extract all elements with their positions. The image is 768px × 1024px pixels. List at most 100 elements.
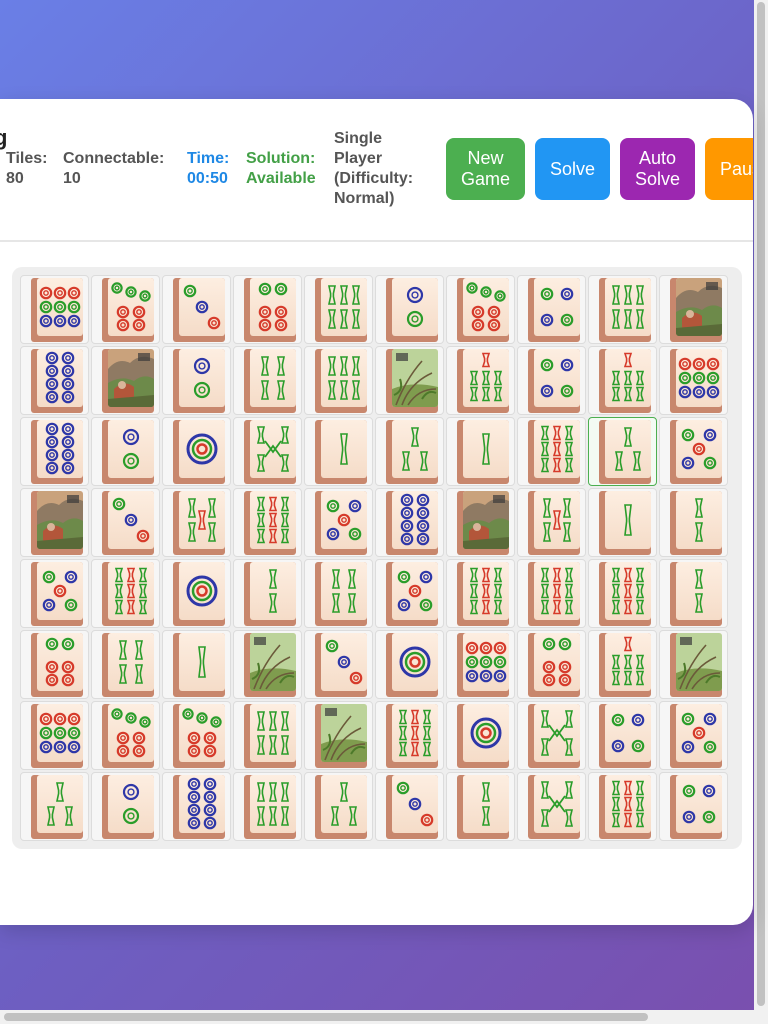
vertical-scrollbar[interactable] bbox=[754, 0, 768, 1010]
tile-cell[interactable] bbox=[162, 559, 231, 628]
mahjong-tile-bamboo-6[interactable] bbox=[315, 278, 367, 342]
tile-cell[interactable] bbox=[446, 559, 515, 628]
mahjong-tile-dots-7[interactable] bbox=[102, 704, 154, 768]
tile-cell[interactable] bbox=[588, 488, 657, 557]
mahjong-tile-dots-2[interactable] bbox=[102, 775, 154, 839]
tile-cell[interactable] bbox=[588, 630, 657, 699]
mahjong-tile-dots-4[interactable] bbox=[528, 278, 580, 342]
mahjong-tile-dots-5[interactable] bbox=[31, 562, 83, 626]
mahjong-tile-flower-picture[interactable] bbox=[386, 349, 438, 413]
tile-cell[interactable] bbox=[20, 346, 89, 415]
tile-cell[interactable] bbox=[233, 559, 302, 628]
tile-cell[interactable] bbox=[233, 275, 302, 344]
tile-cell[interactable] bbox=[233, 701, 302, 770]
mahjong-tile-bamboo-2[interactable] bbox=[457, 775, 509, 839]
mahjong-tile-bamboo-8[interactable] bbox=[528, 775, 580, 839]
mahjong-tile-bamboo-9[interactable] bbox=[457, 562, 509, 626]
mahjong-tile-bamboo-9[interactable] bbox=[528, 562, 580, 626]
solve-button[interactable]: Solve bbox=[535, 138, 610, 200]
tile-cell[interactable] bbox=[162, 275, 231, 344]
horizontal-scrollbar[interactable] bbox=[0, 1010, 768, 1024]
mahjong-tile-bamboo-4[interactable] bbox=[102, 633, 154, 697]
mahjong-tile-dots-6[interactable] bbox=[528, 633, 580, 697]
mahjong-tile-dots-5[interactable] bbox=[670, 704, 722, 768]
mahjong-tile-dots-8[interactable] bbox=[173, 775, 225, 839]
tile-cell[interactable] bbox=[517, 417, 586, 486]
mahjong-tile-bamboo-8[interactable] bbox=[528, 704, 580, 768]
tile-cell[interactable] bbox=[304, 559, 373, 628]
mahjong-tile-dots-9[interactable] bbox=[31, 278, 83, 342]
mahjong-tile-dots-3[interactable] bbox=[386, 775, 438, 839]
mahjong-tile-bamboo-3[interactable] bbox=[386, 420, 438, 484]
mahjong-tile-dots-2[interactable] bbox=[173, 349, 225, 413]
mahjong-tile-bamboo-2[interactable] bbox=[670, 491, 722, 555]
tile-cell[interactable] bbox=[304, 772, 373, 841]
vertical-scrollbar-thumb[interactable] bbox=[757, 2, 765, 1006]
tile-cell[interactable] bbox=[517, 701, 586, 770]
tile-cell[interactable] bbox=[375, 772, 444, 841]
tile-cell[interactable] bbox=[304, 417, 373, 486]
mahjong-tile-dots-7[interactable] bbox=[457, 278, 509, 342]
tile-cell[interactable] bbox=[91, 772, 160, 841]
tile-cell[interactable] bbox=[162, 488, 231, 557]
tile-cell[interactable] bbox=[162, 346, 231, 415]
mahjong-tile-bamboo-9[interactable] bbox=[386, 704, 438, 768]
tile-cell[interactable] bbox=[91, 630, 160, 699]
mahjong-tile-bamboo-1[interactable] bbox=[457, 420, 509, 484]
tile-cell[interactable] bbox=[20, 559, 89, 628]
mahjong-tile-dots-3[interactable] bbox=[173, 278, 225, 342]
mahjong-tile-bamboo-6[interactable] bbox=[315, 349, 367, 413]
tile-cell[interactable] bbox=[517, 630, 586, 699]
mahjong-tile-dots-1[interactable] bbox=[173, 420, 225, 484]
tile-cell[interactable] bbox=[20, 417, 89, 486]
mahjong-tile-dots-9[interactable] bbox=[670, 349, 722, 413]
mahjong-tile-bamboo-2[interactable] bbox=[244, 562, 296, 626]
tile-cell[interactable] bbox=[588, 772, 657, 841]
tile-cell[interactable] bbox=[20, 630, 89, 699]
mahjong-tile-bamboo-8[interactable] bbox=[244, 420, 296, 484]
mahjong-tile-flower-picture[interactable] bbox=[670, 633, 722, 697]
mahjong-tile-bamboo-3[interactable] bbox=[31, 775, 83, 839]
mahjong-tile-bamboo-5[interactable] bbox=[173, 491, 225, 555]
tile-cell[interactable] bbox=[446, 630, 515, 699]
tile-cell[interactable] bbox=[20, 275, 89, 344]
tile-cell[interactable] bbox=[517, 772, 586, 841]
mahjong-tile-bamboo-6[interactable] bbox=[244, 775, 296, 839]
mahjong-tile-bamboo-6[interactable] bbox=[599, 278, 651, 342]
mahjong-tile-bamboo-7[interactable] bbox=[457, 349, 509, 413]
mahjong-tile-bamboo-1[interactable] bbox=[599, 491, 651, 555]
mahjong-tile-bamboo-4[interactable] bbox=[244, 349, 296, 413]
mahjong-tile-dots-2[interactable] bbox=[386, 278, 438, 342]
mahjong-tile-dots-4[interactable] bbox=[528, 349, 580, 413]
tile-cell[interactable] bbox=[659, 772, 728, 841]
tile-cell[interactable] bbox=[659, 417, 728, 486]
tile-cell[interactable] bbox=[588, 346, 657, 415]
tile-cell[interactable] bbox=[20, 488, 89, 557]
mahjong-tile-dots-8[interactable] bbox=[31, 420, 83, 484]
mahjong-tile-bamboo-3[interactable] bbox=[315, 775, 367, 839]
mahjong-tile-bamboo-3[interactable] bbox=[599, 420, 651, 484]
mahjong-tile-season-picture[interactable] bbox=[102, 349, 154, 413]
tile-cell[interactable] bbox=[162, 630, 231, 699]
tile-cell[interactable] bbox=[659, 701, 728, 770]
tile-cell[interactable] bbox=[233, 417, 302, 486]
mahjong-tile-dots-1[interactable] bbox=[173, 562, 225, 626]
tile-cell[interactable] bbox=[659, 630, 728, 699]
mahjong-tile-dots-5[interactable] bbox=[670, 420, 722, 484]
horizontal-scrollbar-thumb[interactable] bbox=[4, 1013, 648, 1021]
tile-cell[interactable] bbox=[233, 488, 302, 557]
tile-cell[interactable] bbox=[162, 772, 231, 841]
mahjong-tile-dots-3[interactable] bbox=[315, 633, 367, 697]
mahjong-tile-dots-9[interactable] bbox=[31, 704, 83, 768]
mahjong-tile-dots-6[interactable] bbox=[31, 633, 83, 697]
new-game-button[interactable]: New Game bbox=[446, 138, 525, 200]
mahjong-tile-dots-8[interactable] bbox=[386, 491, 438, 555]
tile-cell[interactable] bbox=[517, 346, 586, 415]
tile-cell[interactable] bbox=[233, 346, 302, 415]
tile-cell[interactable] bbox=[375, 701, 444, 770]
mahjong-tile-dots-7[interactable] bbox=[173, 704, 225, 768]
mahjong-tile-dots-1[interactable] bbox=[457, 704, 509, 768]
tile-cell[interactable] bbox=[304, 630, 373, 699]
mahjong-tile-bamboo-9[interactable] bbox=[244, 491, 296, 555]
tile-cell[interactable] bbox=[446, 488, 515, 557]
